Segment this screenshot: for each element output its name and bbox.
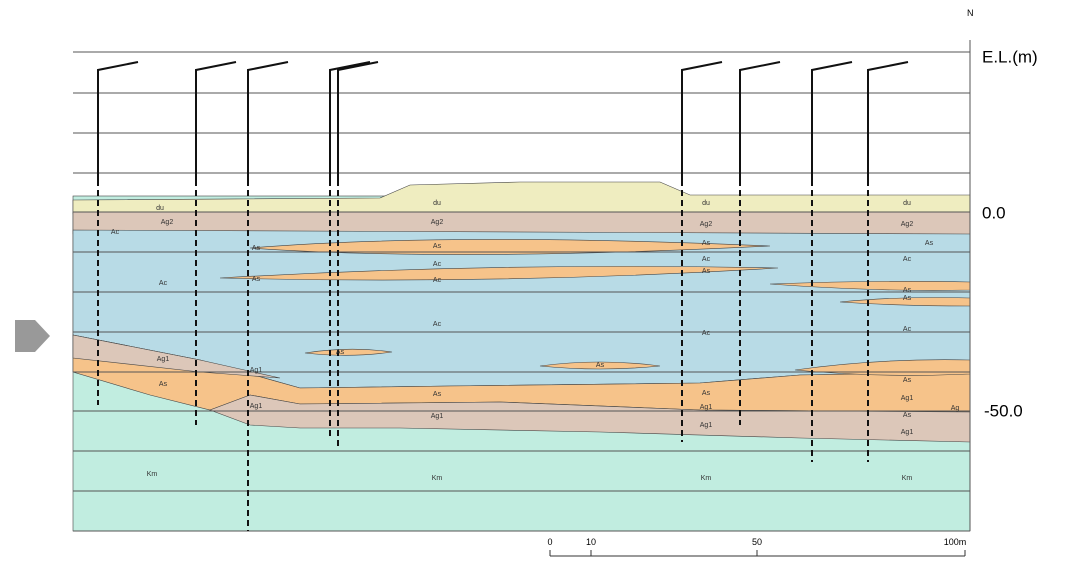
north: N — [967, 8, 974, 18]
scale-label: 100m — [944, 537, 967, 547]
layer-label: Ag1 — [250, 367, 263, 374]
layer-label: Ag1 — [250, 403, 263, 410]
scale-bar — [550, 550, 965, 556]
layer-label: As — [903, 412, 912, 419]
borehole — [812, 62, 852, 180]
layer-label: Ag1 — [901, 395, 914, 402]
layer-label: As — [702, 240, 711, 247]
layer-label: Km — [902, 475, 913, 482]
axis-unit: E.L.(m) — [982, 47, 1038, 66]
layer-label: du — [903, 200, 911, 207]
layer-label: du — [702, 200, 710, 207]
layer-label: Ac — [433, 321, 442, 328]
layer-label: As — [433, 243, 442, 250]
scale-label: 50 — [752, 537, 762, 547]
layer-label: du — [433, 200, 441, 207]
arrow — [15, 320, 50, 352]
layer-label: Ac — [433, 277, 442, 284]
borehole — [868, 62, 908, 180]
borehole — [740, 62, 780, 180]
layer-label: Ac — [702, 256, 711, 263]
layer-label: As — [252, 245, 261, 252]
scale-label: 0 — [547, 537, 552, 547]
layer-label: Ag2 — [161, 219, 174, 226]
layer-label: As — [433, 391, 442, 398]
layer-label: As — [596, 362, 605, 369]
borehole — [248, 62, 288, 180]
layer-label: As — [903, 377, 912, 384]
layer-label: As — [336, 349, 345, 356]
layer-label: Ac — [903, 256, 912, 263]
layer-label: Km — [432, 475, 443, 482]
scale-label: 10 — [586, 537, 596, 547]
layer-label: Ag2 — [431, 219, 444, 226]
layer-label: Ag1 — [431, 413, 444, 420]
layer-label: Ag1 — [901, 429, 914, 436]
borehole — [196, 62, 236, 180]
layer-label: As — [925, 240, 934, 247]
layer-label: Ac — [159, 280, 168, 287]
layer-label: Ag2 — [901, 221, 914, 228]
layer-label: Ac — [903, 326, 912, 333]
layer-label: Ac — [433, 261, 442, 268]
level-label: 0.0 — [982, 203, 1006, 222]
layer-label: As — [702, 390, 711, 397]
borehole — [98, 62, 138, 180]
layer-label: Km — [147, 471, 158, 478]
layer-label: Ag1 — [157, 356, 170, 363]
layer-label: Ac — [111, 229, 120, 236]
borehole — [330, 62, 370, 180]
layer-label: As — [159, 381, 168, 388]
layer-label: As — [252, 276, 261, 283]
layer-label: As — [903, 295, 912, 302]
borehole — [682, 62, 722, 180]
layer-label: Ac — [702, 330, 711, 337]
layer-label: Km — [701, 475, 712, 482]
level-label: -50.0 — [984, 401, 1023, 420]
layer-label: du — [156, 205, 164, 212]
layer-label: Ag1 — [700, 404, 713, 411]
layer-label: Ag2 — [700, 221, 713, 228]
layer-label: As — [702, 268, 711, 275]
layer-label: Ag — [951, 405, 960, 412]
layer-label: As — [903, 287, 912, 294]
cross-section: N E.L.(m) 0.0 -50.0 0 10 50 100m du du du d… — [0, 0, 1070, 564]
borehole — [338, 62, 378, 180]
layer-label: Ag1 — [700, 422, 713, 429]
strata — [73, 182, 970, 531]
